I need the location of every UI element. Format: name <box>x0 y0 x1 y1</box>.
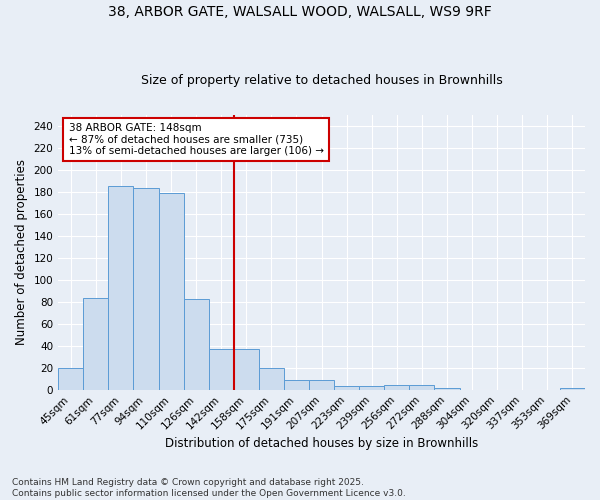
Bar <box>133 188 158 390</box>
Text: 38 ARBOR GATE: 148sqm
← 87% of detached houses are smaller (735)
13% of semi-det: 38 ARBOR GATE: 148sqm ← 87% of detached … <box>69 123 324 156</box>
Bar <box>434 388 460 390</box>
Y-axis label: Number of detached properties: Number of detached properties <box>15 159 28 345</box>
Bar <box>409 386 434 390</box>
Bar <box>359 386 385 390</box>
X-axis label: Distribution of detached houses by size in Brownhills: Distribution of detached houses by size … <box>165 437 478 450</box>
Text: 38, ARBOR GATE, WALSALL WOOD, WALSALL, WS9 9RF: 38, ARBOR GATE, WALSALL WOOD, WALSALL, W… <box>108 5 492 19</box>
Bar <box>83 298 109 390</box>
Bar <box>209 349 234 390</box>
Bar <box>259 368 284 390</box>
Text: Contains HM Land Registry data © Crown copyright and database right 2025.
Contai: Contains HM Land Registry data © Crown c… <box>12 478 406 498</box>
Bar <box>184 300 209 390</box>
Bar <box>385 386 409 390</box>
Bar <box>234 349 259 390</box>
Bar <box>560 388 585 390</box>
Title: Size of property relative to detached houses in Brownhills: Size of property relative to detached ho… <box>141 74 502 87</box>
Bar <box>309 380 334 390</box>
Bar <box>109 186 133 390</box>
Bar <box>158 192 184 390</box>
Bar <box>284 380 309 390</box>
Bar <box>58 368 83 390</box>
Bar <box>334 386 359 390</box>
